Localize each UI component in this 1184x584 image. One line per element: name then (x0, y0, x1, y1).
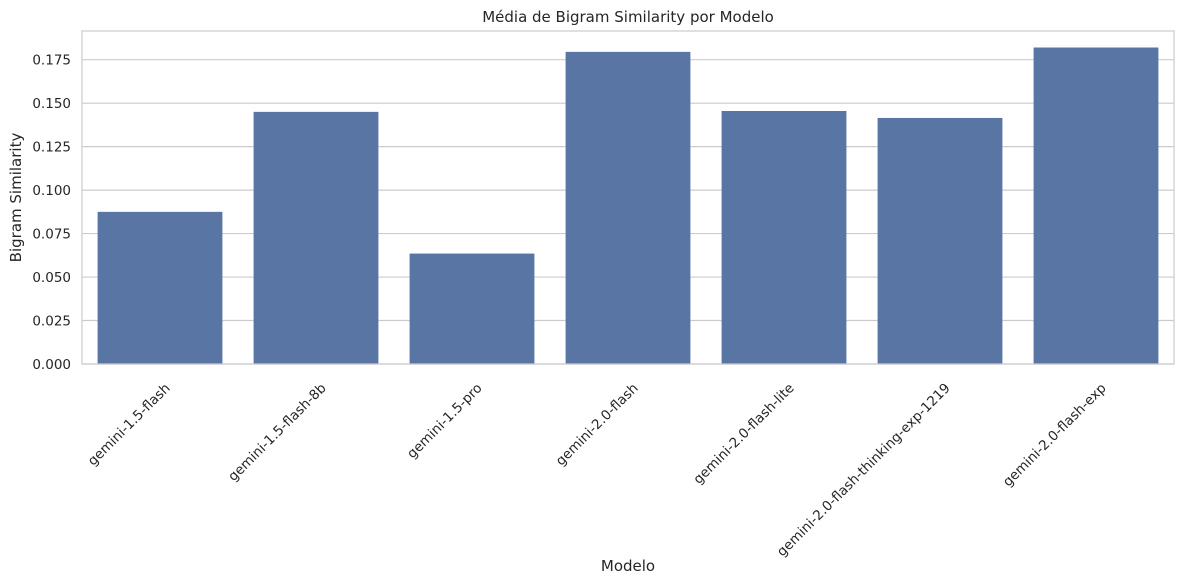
y-tick-labels: 0.000 0.025 0.050 0.075 0.100 0.125 0.150 0.175 (32, 53, 71, 373)
y-tick-label: 0.000 (32, 357, 71, 373)
x-tick-label: gemini-1.5-flash (85, 380, 174, 469)
x-axis-label: Modelo (601, 557, 655, 575)
bar-gemini-1.5-flash (97, 211, 223, 364)
y-tick-label: 0.175 (32, 53, 71, 69)
x-tick-label: gemini-1.5-flash-8b (225, 380, 329, 484)
bar-gemini-2.0-flash-lite (721, 110, 847, 364)
y-tick-label: 0.075 (32, 227, 71, 243)
y-tick-label: 0.025 (32, 314, 71, 330)
bar-gemini-2.0-flash-exp (1033, 47, 1159, 364)
x-tick-label: gemini-2.0-flash-lite (690, 380, 797, 487)
x-tick-label: gemini-2.0-flash-exp (1000, 380, 1110, 490)
bar-gemini-1.5-flash-8b (253, 111, 379, 364)
bar-gemini-1.5-pro (409, 253, 535, 364)
x-tick-labels: gemini-1.5-flash gemini-1.5-flash-8b gemin… (85, 380, 1110, 560)
x-tick-label: gemini-2.0-flash (553, 380, 642, 469)
chart-title: Média de Bigram Similarity por Modelo (482, 8, 774, 26)
y-tick-label: 0.050 (32, 270, 71, 286)
plot-frame (81, 30, 1175, 365)
y-tick-label: 0.125 (32, 140, 71, 156)
y-tick-label: 0.100 (32, 183, 71, 199)
bars (97, 47, 1159, 365)
y-axis-label: Bigram Similarity (7, 133, 25, 263)
x-tick-label: gemini-1.5-pro (404, 380, 486, 462)
bar-gemini-2.0-flash (565, 51, 691, 364)
y-tick-label: 0.150 (32, 96, 71, 112)
x-tick-label: gemini-2.0-flash-thinking-exp-1219 (774, 380, 954, 560)
bar-gemini-2.0-flash-thinking-exp-1219 (877, 117, 1003, 365)
